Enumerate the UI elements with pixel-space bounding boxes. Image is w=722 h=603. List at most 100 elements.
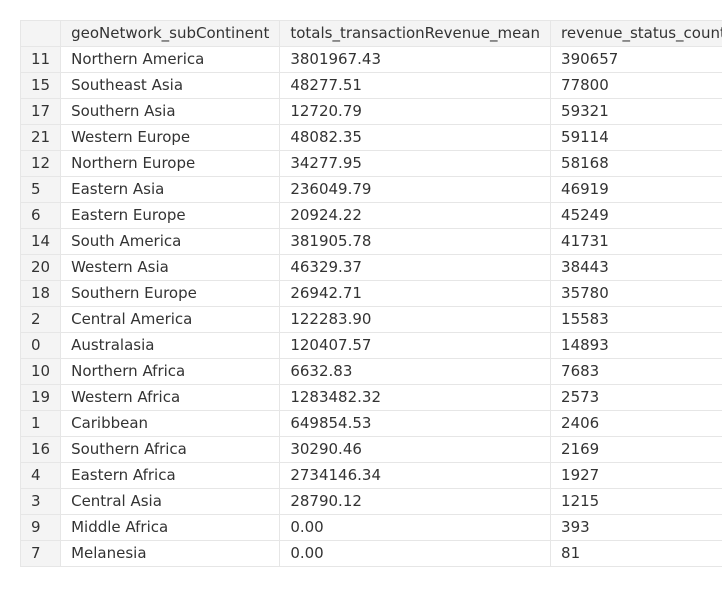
revenue-mean-cell: 48082.35	[279, 124, 552, 151]
row-index-cell: 4	[19, 462, 62, 489]
status-count-cell: 59114	[550, 124, 722, 151]
row-index-cell: 20	[19, 254, 62, 281]
header-row: geoNetwork_subContinent totals_transacti…	[19, 20, 722, 47]
row-index-cell: 5	[19, 176, 62, 203]
subcontinent-cell: Southern Asia	[60, 98, 281, 125]
revenue-mean-cell: 2734146.34	[279, 462, 552, 489]
row-index-cell: 16	[19, 436, 62, 463]
row-index-cell: 0	[19, 332, 62, 359]
dataframe-table-container: geoNetwork_subContinent totals_transacti…	[19, 20, 722, 567]
table-row: 9 Middle Africa 0.00 393	[19, 514, 722, 541]
status-count-cell: 7683	[550, 358, 722, 385]
status-count-cell: 393	[550, 514, 722, 541]
subcontinent-cell: Eastern Asia	[60, 176, 281, 203]
revenue-mean-cell: 381905.78	[279, 228, 552, 255]
table-row: 3 Central Asia 28790.12 1215	[19, 488, 722, 515]
subcontinent-cell: Australasia	[60, 332, 281, 359]
status-count-cell: 45249	[550, 202, 722, 229]
table-row: 20 Western Asia 46329.37 38443	[19, 254, 722, 281]
column-header-status-count: revenue_status_count	[550, 20, 722, 47]
row-index-cell: 21	[19, 124, 62, 151]
status-count-cell: 35780	[550, 280, 722, 307]
revenue-mean-cell: 28790.12	[279, 488, 552, 515]
status-count-cell: 1927	[550, 462, 722, 489]
status-count-cell: 390657	[550, 46, 722, 73]
subcontinent-cell: Eastern Europe	[60, 202, 281, 229]
revenue-mean-cell: 1283482.32	[279, 384, 552, 411]
status-count-cell: 81	[550, 540, 722, 567]
status-count-cell: 59321	[550, 98, 722, 125]
status-count-cell: 2406	[550, 410, 722, 437]
subcontinent-cell: Northern Africa	[60, 358, 281, 385]
table-row: 5 Eastern Asia 236049.79 46919	[19, 176, 722, 203]
subcontinent-cell: Northern America	[60, 46, 281, 73]
revenue-mean-cell: 0.00	[279, 540, 552, 567]
table-row: 6 Eastern Europe 20924.22 45249	[19, 202, 722, 229]
revenue-mean-cell: 120407.57	[279, 332, 552, 359]
table-row: 10 Northern Africa 6632.83 7683	[19, 358, 722, 385]
subcontinent-cell: Melanesia	[60, 540, 281, 567]
table-row: 14 South America 381905.78 41731	[19, 228, 722, 255]
subcontinent-cell: Western Africa	[60, 384, 281, 411]
status-count-cell: 15583	[550, 306, 722, 333]
revenue-mean-cell: 34277.95	[279, 150, 552, 177]
subcontinent-cell: South America	[60, 228, 281, 255]
subcontinent-cell: Central America	[60, 306, 281, 333]
column-header-subcontinent: geoNetwork_subContinent	[60, 20, 281, 47]
row-index-cell: 2	[19, 306, 62, 333]
row-index-cell: 7	[19, 540, 62, 567]
subcontinent-cell: Northern Europe	[60, 150, 281, 177]
status-count-cell: 46919	[550, 176, 722, 203]
revenue-mean-cell: 0.00	[279, 514, 552, 541]
table-row: 16 Southern Africa 30290.46 2169	[19, 436, 722, 463]
row-index-cell: 9	[19, 514, 62, 541]
table-row: 7 Melanesia 0.00 81	[19, 540, 722, 567]
revenue-mean-cell: 12720.79	[279, 98, 552, 125]
table-row: 12 Northern Europe 34277.95 58168	[19, 150, 722, 177]
table-body: 11 Northern America 3801967.43 390657 15 Sout…	[19, 46, 722, 567]
status-count-cell: 77800	[550, 72, 722, 99]
row-index-cell: 6	[19, 202, 62, 229]
subcontinent-cell: Middle Africa	[60, 514, 281, 541]
revenue-mean-cell: 236049.79	[279, 176, 552, 203]
table-row: 19 Western Africa 1283482.32 2573	[19, 384, 722, 411]
row-index-cell: 15	[19, 72, 62, 99]
revenue-mean-cell: 649854.53	[279, 410, 552, 437]
row-index-cell: 12	[19, 150, 62, 177]
subcontinent-cell: Eastern Africa	[60, 462, 281, 489]
revenue-mean-cell: 26942.71	[279, 280, 552, 307]
status-count-cell: 41731	[550, 228, 722, 255]
revenue-mean-cell: 46329.37	[279, 254, 552, 281]
status-count-cell: 1215	[550, 488, 722, 515]
table-row: 18 Southern Europe 26942.71 35780	[19, 280, 722, 307]
row-index-cell: 3	[19, 488, 62, 515]
revenue-mean-cell: 3801967.43	[279, 46, 552, 73]
revenue-mean-cell: 30290.46	[279, 436, 552, 463]
table-row: 21 Western Europe 48082.35 59114	[19, 124, 722, 151]
column-header-revenue-mean: totals_transactionRevenue_mean	[279, 20, 552, 47]
revenue-mean-cell: 6632.83	[279, 358, 552, 385]
table-row: 4 Eastern Africa 2734146.34 1927	[19, 462, 722, 489]
table-row: 11 Northern America 3801967.43 390657	[19, 46, 722, 73]
row-index-cell: 1	[19, 410, 62, 437]
subcontinent-cell: Caribbean	[60, 410, 281, 437]
status-count-cell: 2573	[550, 384, 722, 411]
row-index-cell: 19	[19, 384, 62, 411]
index-header	[19, 20, 62, 47]
revenue-mean-cell: 20924.22	[279, 202, 552, 229]
table-row: 17 Southern Asia 12720.79 59321	[19, 98, 722, 125]
row-index-cell: 14	[19, 228, 62, 255]
table-row: 0 Australasia 120407.57 14893	[19, 332, 722, 359]
row-index-cell: 11	[19, 46, 62, 73]
subcontinent-cell: Southeast Asia	[60, 72, 281, 99]
status-count-cell: 38443	[550, 254, 722, 281]
table-row: 1 Caribbean 649854.53 2406	[19, 410, 722, 437]
row-index-cell: 18	[19, 280, 62, 307]
subcontinent-cell: Western Asia	[60, 254, 281, 281]
status-count-cell: 2169	[550, 436, 722, 463]
dataframe-table: geoNetwork_subContinent totals_transacti…	[19, 20, 722, 567]
table-header: geoNetwork_subContinent totals_transacti…	[19, 20, 722, 47]
status-count-cell: 14893	[550, 332, 722, 359]
status-count-cell: 58168	[550, 150, 722, 177]
table-row: 15 Southeast Asia 48277.51 77800	[19, 72, 722, 99]
